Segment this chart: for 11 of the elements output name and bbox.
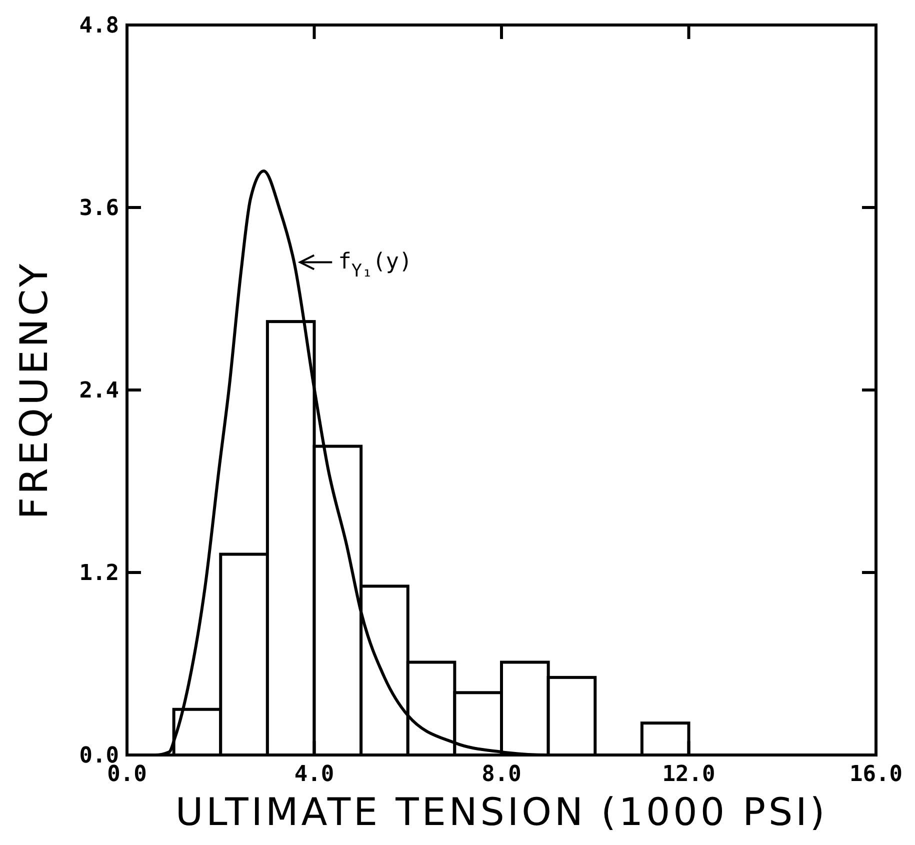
y-tick-label: 1.2 xyxy=(79,561,119,586)
y-tick-label: 3.6 xyxy=(79,196,119,222)
x-axis-title: ULTIMATE TENSION (1000 PSI) xyxy=(175,790,828,834)
y-tick-label: 4.8 xyxy=(79,14,119,39)
x-tick-label: 4.0 xyxy=(294,762,334,787)
annotation: f$_{Y₁}$(y) xyxy=(338,249,412,282)
x-tick-label: 8.0 xyxy=(482,762,522,787)
y-tick-label: 2.4 xyxy=(79,378,119,404)
y-axis-title: FREQUENCY xyxy=(12,260,56,520)
x-tick-label: 16.0 xyxy=(850,762,902,787)
x-tick-label: 12.0 xyxy=(662,762,716,787)
